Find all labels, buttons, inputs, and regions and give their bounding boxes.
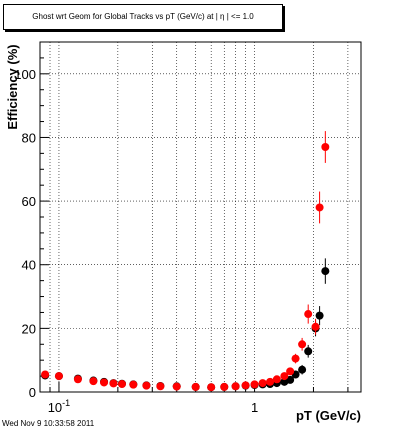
red-data-point	[280, 372, 289, 381]
red-data-point	[241, 381, 250, 390]
red-data-point	[73, 375, 82, 384]
red-data-point	[286, 367, 295, 376]
red-data-point	[41, 370, 50, 379]
y-tick-label: 0	[29, 385, 36, 400]
timestamp-footer: Wed Nov 9 10:33:58 2011	[2, 419, 95, 428]
data-points	[41, 131, 330, 392]
red-data-point	[272, 375, 281, 384]
y-tick-label: 20	[22, 321, 36, 336]
red-data-point	[231, 382, 240, 391]
black-data-point	[298, 365, 307, 374]
red-data-point	[89, 377, 98, 386]
red-data-point	[258, 379, 267, 388]
plot-frame	[39, 41, 362, 393]
grid-lines	[39, 42, 361, 393]
black-data-point	[321, 267, 330, 276]
y-tick-label: 100	[14, 67, 36, 82]
red-data-point	[207, 383, 216, 392]
red-data-point	[129, 380, 138, 389]
x-tick-label: 1	[251, 400, 258, 415]
y-tick-label: 40	[22, 258, 36, 273]
red-data-point	[156, 382, 165, 391]
red-data-point	[172, 382, 181, 391]
x-tick-label: 10-1	[48, 398, 70, 415]
black-data-point	[304, 347, 313, 356]
red-data-point	[54, 372, 63, 381]
red-data-point	[220, 382, 229, 391]
y-axis-title: Efficiency (%)	[5, 44, 20, 129]
red-data-point	[109, 379, 118, 388]
red-data-point	[117, 380, 126, 389]
x-axis-title: pT (GeV/c)	[296, 408, 361, 423]
red-data-point	[315, 203, 324, 212]
chart-title: Ghost wrt Geom for Global Tracks vs pT (…	[3, 4, 283, 30]
red-data-point	[321, 143, 330, 151]
red-data-point	[250, 380, 259, 389]
black-data-point	[315, 311, 324, 320]
red-data-point	[100, 378, 109, 387]
red-data-point	[191, 382, 200, 391]
red-data-point	[291, 354, 300, 363]
red-data-point	[266, 377, 275, 386]
red-data-point	[311, 322, 320, 331]
red-data-point	[304, 310, 313, 319]
red-data-point	[298, 340, 307, 349]
y-tick-label: 80	[22, 130, 36, 145]
y-tick-label: 60	[22, 194, 36, 209]
red-data-point	[142, 381, 151, 390]
black-data-point	[286, 375, 295, 384]
